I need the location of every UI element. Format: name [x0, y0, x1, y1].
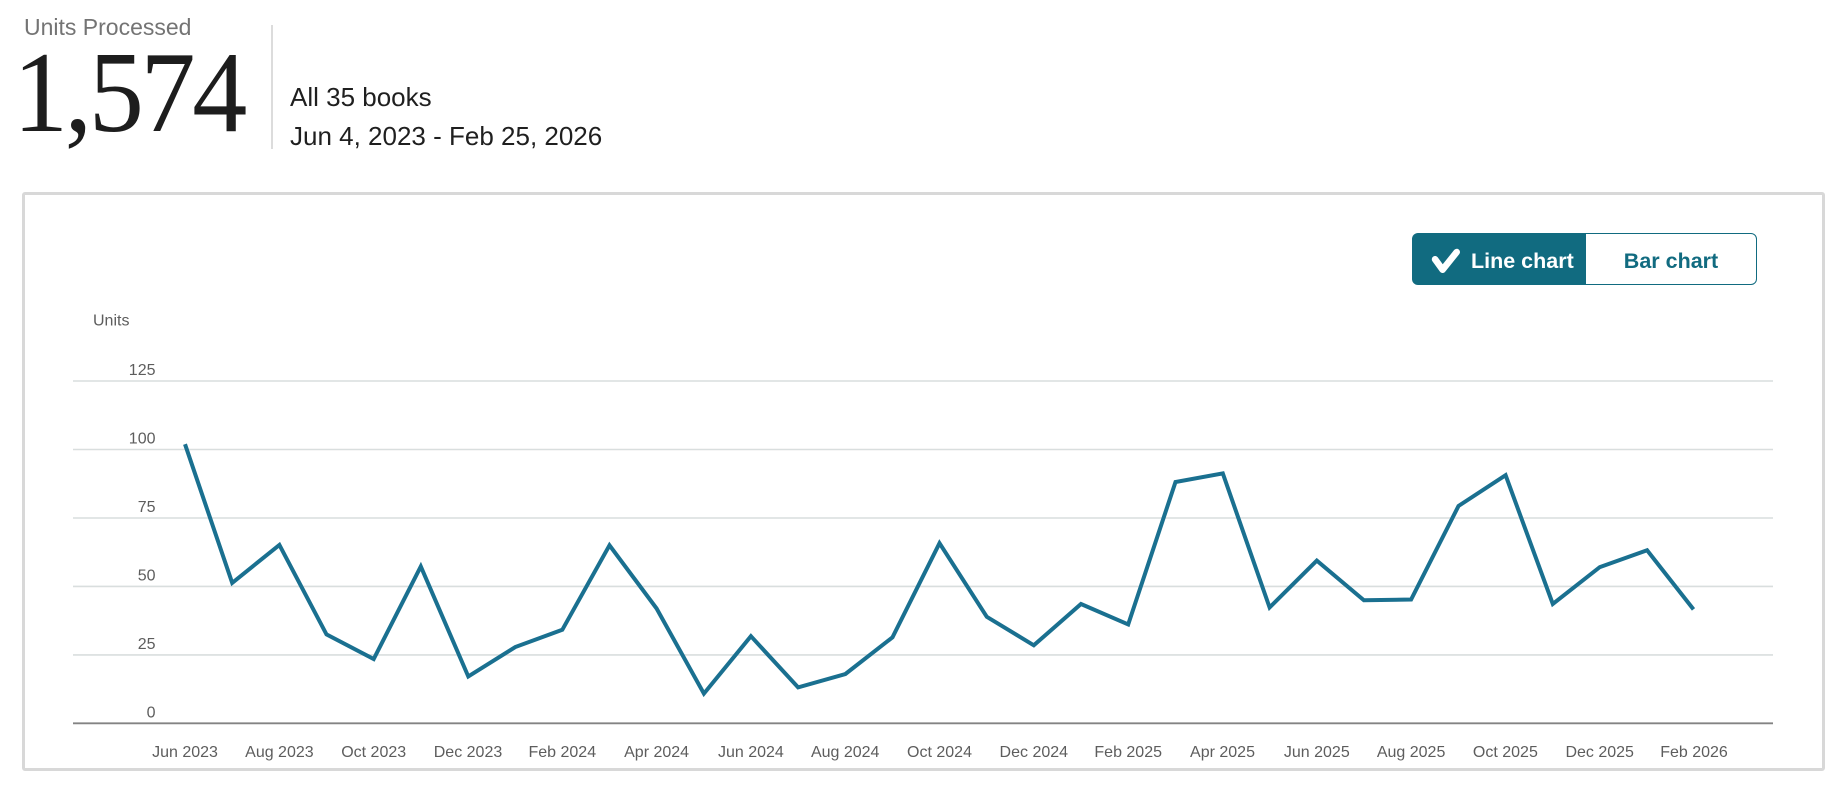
svg-text:Aug 2025: Aug 2025 — [1377, 744, 1446, 761]
svg-text:Aug 2024: Aug 2024 — [811, 744, 880, 761]
svg-text:Dec 2024: Dec 2024 — [1000, 744, 1069, 761]
svg-text:Apr 2025: Apr 2025 — [1190, 744, 1255, 761]
svg-text:Feb 2025: Feb 2025 — [1094, 744, 1162, 761]
svg-text:100: 100 — [129, 431, 156, 448]
svg-text:Dec 2023: Dec 2023 — [434, 744, 503, 761]
svg-text:Oct 2025: Oct 2025 — [1473, 744, 1538, 761]
svg-text:50: 50 — [138, 567, 156, 584]
svg-text:75: 75 — [138, 499, 156, 516]
svg-text:25: 25 — [138, 636, 156, 653]
svg-text:Jun 2024: Jun 2024 — [718, 744, 784, 761]
svg-text:Aug 2023: Aug 2023 — [245, 744, 314, 761]
svg-text:Apr 2024: Apr 2024 — [624, 744, 689, 761]
svg-text:Oct 2024: Oct 2024 — [907, 744, 972, 761]
svg-text:Oct 2023: Oct 2023 — [341, 744, 406, 761]
svg-text:Dec 2025: Dec 2025 — [1565, 744, 1634, 761]
svg-text:Feb 2026: Feb 2026 — [1660, 744, 1728, 761]
svg-text:Feb 2024: Feb 2024 — [528, 744, 596, 761]
svg-text:Jun 2023: Jun 2023 — [152, 744, 218, 761]
svg-text:0: 0 — [147, 704, 156, 721]
svg-text:Jun 2025: Jun 2025 — [1284, 744, 1350, 761]
svg-text:125: 125 — [129, 362, 156, 379]
svg-text:Units: Units — [93, 313, 129, 330]
